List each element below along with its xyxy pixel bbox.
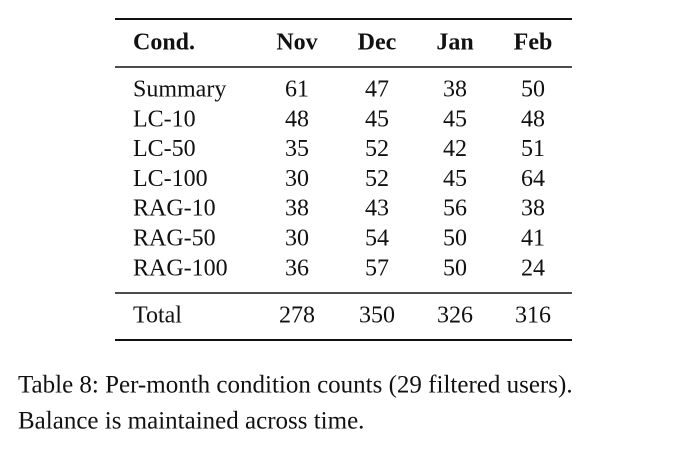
total-cell: 316 — [515, 303, 551, 329]
row-cell: 50 — [443, 226, 467, 252]
row-cell: 35 — [285, 136, 309, 162]
row-label: RAG-100 — [133, 255, 228, 281]
row-label: LC-100 — [133, 166, 208, 192]
row-cell: 24 — [521, 255, 545, 281]
row-cell: 45 — [365, 106, 389, 132]
row-cell: 45 — [443, 166, 467, 192]
row-cell: 45 — [443, 106, 467, 132]
row-cell: 30 — [285, 166, 309, 192]
row-cell: 64 — [521, 166, 545, 192]
row-cell: 50 — [521, 77, 545, 103]
row-label: RAG-50 — [133, 226, 216, 252]
header-cell: Nov — [276, 30, 317, 56]
row-cell: 42 — [443, 136, 467, 162]
row-cell: 51 — [521, 136, 545, 162]
row-cell: 52 — [365, 166, 389, 192]
header-cell: Dec — [358, 30, 397, 56]
total-cell: 350 — [359, 303, 395, 329]
total-label: Total — [133, 303, 182, 329]
row-label: Summary — [133, 77, 226, 103]
caption-line: Balance is maintained across time. — [18, 408, 364, 435]
row-cell: 56 — [443, 196, 467, 222]
row-label: LC-10 — [133, 106, 196, 132]
row-cell: 30 — [285, 226, 309, 252]
row-cell: 52 — [365, 136, 389, 162]
row-label: LC-50 — [133, 136, 196, 162]
row-cell: 43 — [365, 196, 389, 222]
caption-line: Table 8: Per-month condition counts (29 … — [18, 372, 573, 399]
header-label: Cond. — [133, 30, 195, 56]
row-cell: 48 — [285, 106, 309, 132]
row-cell: 54 — [365, 226, 389, 252]
row-cell: 36 — [285, 255, 309, 281]
row-cell: 38 — [285, 196, 309, 222]
row-cell: 61 — [285, 77, 309, 103]
row-cell: 38 — [521, 196, 545, 222]
row-cell: 47 — [365, 77, 389, 103]
row-cell: 41 — [521, 226, 545, 252]
row-cell: 48 — [521, 106, 545, 132]
row-cell: 38 — [443, 77, 467, 103]
header-cell: Jan — [436, 30, 473, 56]
row-cell: 50 — [443, 255, 467, 281]
total-cell: 326 — [437, 303, 473, 329]
total-cell: 278 — [279, 303, 315, 329]
row-label: RAG-10 — [133, 196, 216, 222]
header-cell: Feb — [514, 30, 553, 56]
row-cell: 57 — [365, 255, 389, 281]
